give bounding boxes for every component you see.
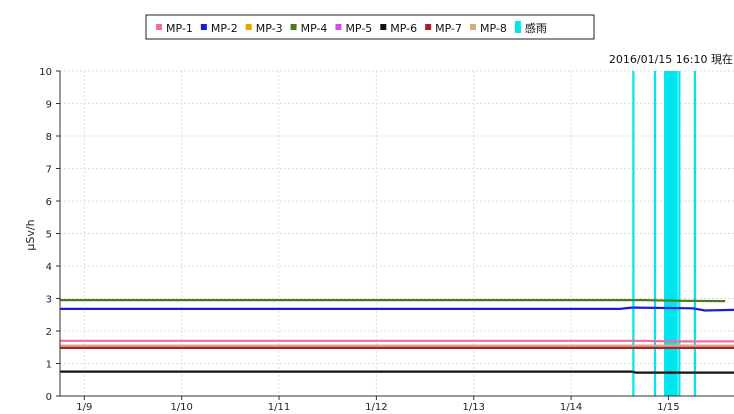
y-tick-label: 6 [46, 197, 52, 208]
grid [60, 70, 734, 396]
y-tick-label: 9 [46, 100, 52, 111]
y-axis-title: μSv/h [24, 219, 37, 250]
legend-label: MP-8 [480, 22, 507, 35]
series-line-mp-2 [60, 306, 734, 312]
legend-label: MP-1 [166, 22, 193, 35]
y-tick-label: 4 [46, 262, 52, 273]
legend-label: MP-6 [390, 22, 417, 35]
legend-swatch-mp-6 [380, 24, 387, 30]
x-tick-label: 1/15 [657, 402, 679, 413]
legend-box [145, 14, 595, 40]
y-tick-label: 8 [46, 132, 52, 143]
legend-swatch-mp-8 [470, 24, 477, 30]
x-tick-label: 1/9 [76, 402, 92, 413]
rain-bar [673, 71, 676, 396]
rain-bar [664, 71, 667, 396]
legend-swatch-mp-2 [200, 24, 207, 30]
x-tick-label: 1/13 [462, 402, 484, 413]
rain-bars [632, 71, 696, 396]
rain-bar [632, 71, 635, 396]
x-tick-label: 1/10 [170, 402, 192, 413]
legend-label: MP-4 [301, 22, 328, 35]
y-tick-labels: 0 1 2 3 4 5 6 7 8 9 10 [39, 67, 60, 403]
legend-label: MP-5 [345, 22, 372, 35]
rain-bar [653, 71, 657, 396]
rain-bar [667, 71, 670, 396]
legend-swatch-mp-7 [425, 24, 432, 30]
rain-bar [675, 71, 678, 396]
legend-swatch-mp-4 [290, 24, 297, 30]
timestamp-label: 2016/01/15 16:10 現在 [609, 53, 733, 66]
y-tick-label: 7 [46, 165, 52, 176]
legend-swatch-mp-5 [335, 24, 342, 30]
rain-bar [669, 71, 672, 396]
legend-label: 感雨 [525, 22, 547, 35]
rain-bar [693, 71, 696, 396]
rain-bar [678, 71, 681, 396]
legend-swatch-mp-1 [156, 24, 162, 30]
x-tick-labels: 1/9 1/10 1/11 1/12 1/13 1/14 1/15 [76, 396, 680, 413]
y-tick-label: 0 [46, 392, 52, 403]
y-tick-label: 5 [46, 230, 52, 241]
rain-bar [666, 71, 669, 396]
legend-swatch-mp-3 [245, 24, 252, 30]
series-line-mp-1 [60, 339, 734, 343]
y-tick-label: 3 [46, 295, 52, 306]
series-line-mp-6 [60, 370, 734, 374]
y-tick-label: 1 [46, 360, 52, 371]
y-tick-label: 2 [46, 327, 52, 338]
legend-label: MP-7 [435, 22, 462, 35]
rain-bar [671, 71, 674, 396]
legend: MP-1 MP-2 MP-3 MP-4 MP-5 MP-6 MP-7 MP-8 感雨 [145, 14, 595, 40]
y-tick-label: 10 [39, 67, 52, 78]
series-line-mp-4 [60, 299, 726, 303]
x-tick-label: 1/11 [268, 402, 290, 413]
series-lines [60, 299, 734, 374]
legend-swatch-rain [514, 21, 521, 33]
x-tick-label: 1/12 [365, 402, 387, 413]
legend-label: MP-3 [256, 22, 283, 35]
legend-label: MP-2 [211, 22, 238, 35]
x-tick-label: 1/14 [560, 402, 582, 413]
